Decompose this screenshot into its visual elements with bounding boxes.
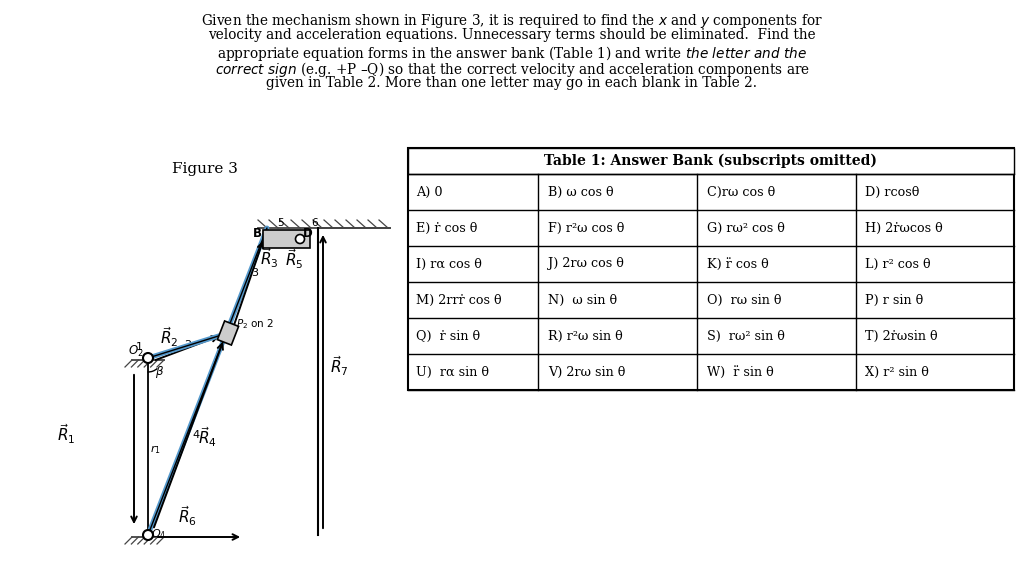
Circle shape xyxy=(296,235,304,243)
Text: $\vec{R}_6$: $\vec{R}_6$ xyxy=(178,504,197,528)
Text: $r_1$: $r_1$ xyxy=(150,443,161,456)
Text: H) 2ṙωcos θ: H) 2ṙωcos θ xyxy=(865,222,943,235)
Text: A) 0: A) 0 xyxy=(416,186,442,198)
Text: $\vec{R}_3$: $\vec{R}_3$ xyxy=(259,247,279,270)
Text: $\vec{R}_7$: $\vec{R}_7$ xyxy=(330,354,348,378)
Text: Figure 3: Figure 3 xyxy=(172,162,238,176)
Circle shape xyxy=(143,530,153,540)
Text: B) ω cos θ: B) ω cos θ xyxy=(548,186,613,198)
Text: J) 2rω cos θ: J) 2rω cos θ xyxy=(548,257,624,271)
Text: U)  rα sin θ: U) rα sin θ xyxy=(416,365,488,378)
Text: 3: 3 xyxy=(252,268,258,279)
Text: 4: 4 xyxy=(193,430,199,440)
Text: B: B xyxy=(253,227,262,240)
Text: 6: 6 xyxy=(311,218,317,228)
Text: V) 2rω sin θ: V) 2rω sin θ xyxy=(548,365,626,378)
Text: $\vec{R}_5$: $\vec{R}_5$ xyxy=(285,247,303,271)
Polygon shape xyxy=(217,321,239,345)
Text: Table 1: Answer Bank (subscripts omitted): Table 1: Answer Bank (subscripts omitted… xyxy=(545,154,878,168)
Text: O)  rω sin θ: O) rω sin θ xyxy=(707,293,781,307)
Text: $\vec{R}_4$: $\vec{R}_4$ xyxy=(198,425,217,449)
Text: appropriate equation forms in the answer bank (Table 1) and write $\mathit{the\ : appropriate equation forms in the answer… xyxy=(217,44,807,63)
Text: velocity and acceleration equations. Unnecessary terms should be eliminated.  Fi: velocity and acceleration equations. Unn… xyxy=(208,28,816,42)
Text: given in Table 2. More than one letter may go in each blank in Table 2.: given in Table 2. More than one letter m… xyxy=(266,76,758,90)
Text: T) 2ṙωsin θ: T) 2ṙωsin θ xyxy=(865,329,938,342)
Text: 5: 5 xyxy=(278,218,284,228)
Text: S)  rω² sin θ: S) rω² sin θ xyxy=(707,329,784,342)
Text: W)  r̈ sin θ: W) r̈ sin θ xyxy=(707,365,773,378)
Text: X) r² sin θ: X) r² sin θ xyxy=(865,365,929,378)
Text: D: D xyxy=(303,227,312,240)
Bar xyxy=(408,148,1014,174)
Text: $O_4$: $O_4$ xyxy=(151,527,166,541)
Text: 2: 2 xyxy=(184,339,191,350)
Text: N)  ω sin θ: N) ω sin θ xyxy=(548,293,616,307)
Circle shape xyxy=(143,353,153,363)
Text: $P_2$ on 2: $P_2$ on 2 xyxy=(236,317,274,331)
Text: I) rα cos θ: I) rα cos θ xyxy=(416,257,481,271)
Text: D) rcosθ: D) rcosθ xyxy=(865,186,920,198)
Text: $\mathit{correct\ sign}$ (e.g. +P –Q) so that the correct velocity and accelerat: $\mathit{correct\ sign}$ (e.g. +P –Q) so… xyxy=(214,60,810,79)
Text: M) 2rrṙ cos θ: M) 2rrṙ cos θ xyxy=(416,293,502,307)
Text: K) r̈ cos θ: K) r̈ cos θ xyxy=(707,257,768,271)
Polygon shape xyxy=(263,230,310,248)
Text: $\beta$: $\beta$ xyxy=(155,364,164,380)
Bar xyxy=(408,148,1014,390)
Text: Given the mechanism shown in Figure 3, it is required to find the $x$ and $y$ co: Given the mechanism shown in Figure 3, i… xyxy=(201,12,823,30)
Text: E) ṙ cos θ: E) ṙ cos θ xyxy=(416,222,477,235)
Text: $\vec{R}_1$: $\vec{R}_1$ xyxy=(57,423,76,446)
Text: R) r²ω sin θ: R) r²ω sin θ xyxy=(548,329,623,342)
Text: F) r²ω cos θ: F) r²ω cos θ xyxy=(548,222,625,235)
Text: Q)  ṙ sin θ: Q) ṙ sin θ xyxy=(416,329,480,342)
Text: 1: 1 xyxy=(136,342,143,352)
Text: C)rω cos θ: C)rω cos θ xyxy=(707,186,775,198)
Text: G) rω² cos θ: G) rω² cos θ xyxy=(707,222,784,235)
Text: P) r sin θ: P) r sin θ xyxy=(865,293,924,307)
Text: $\vec{R}_2$: $\vec{R}_2$ xyxy=(160,325,178,349)
Text: L) r² cos θ: L) r² cos θ xyxy=(865,257,931,271)
Text: $O_2$: $O_2$ xyxy=(128,344,143,359)
